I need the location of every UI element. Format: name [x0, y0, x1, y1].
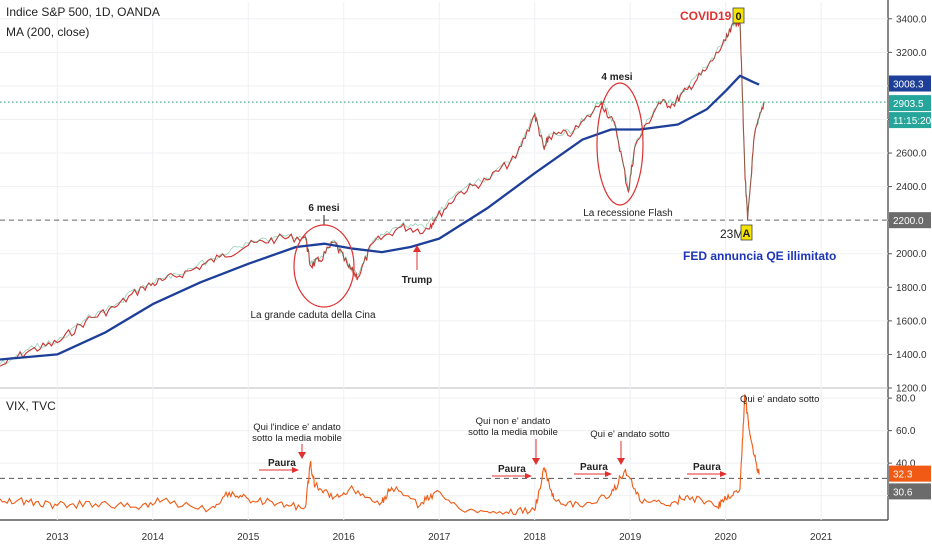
price-y-tick-label: 2000.0	[896, 249, 927, 260]
paura-arrowhead-1	[292, 467, 299, 473]
x-tick-label: 2020	[715, 532, 738, 543]
x-tick-label: 2018	[524, 532, 547, 543]
note-not-below-arrowhead	[532, 458, 540, 465]
label-vix-last: 32.3	[893, 470, 913, 481]
trump-label: Trump	[402, 275, 433, 286]
china-fall-circle	[293, 224, 355, 308]
note-went-below-arrowhead	[617, 458, 625, 465]
fed-label: FED annuncia QE illimitato	[683, 249, 836, 263]
price-y-tick-label: 2400.0	[896, 182, 927, 193]
tick-labels: 2013 2014 2015 2016 2017 2018 2019 2020 2021 1200…	[46, 14, 927, 543]
trump-arrowhead	[413, 245, 421, 252]
label-last-price-bg	[889, 95, 931, 112]
label-ma-value-bg	[889, 75, 931, 92]
note-below-ma-1: Qui l'indice e' andato	[253, 422, 341, 433]
vix-y-tick-label: 40.0	[896, 459, 916, 470]
price-y-tick-label: 1800.0	[896, 283, 927, 294]
x-tick-label: 2016	[333, 532, 356, 543]
paura-label-3: Paura	[580, 462, 608, 473]
x-tick-label: 2021	[810, 532, 833, 543]
vix-title: VIX, TVC	[6, 399, 56, 413]
marker-top-text: 0	[735, 11, 741, 23]
note-went-below: Qui e' andato sotto	[590, 429, 669, 440]
vix-y-tick-label: 80.0	[896, 394, 916, 405]
marker-top-box[interactable]	[732, 7, 745, 24]
price-y-tick-label: 1200.0	[896, 384, 927, 395]
x-tick-label: 2015	[237, 532, 260, 543]
marker-a-text: A	[743, 228, 751, 240]
note-went-below-2: Qui e' andato sotto	[740, 394, 819, 405]
flash-recession-circle	[596, 82, 644, 206]
price-y-tick-label: 3400.0	[896, 14, 927, 25]
paura-label-2: Paura	[498, 464, 526, 475]
six-months-label: 6 mesi	[308, 203, 339, 214]
note-below-ma-arrowhead	[298, 452, 306, 459]
label-ma-value: 3008.3	[893, 80, 924, 91]
covid-label: COVID19	[680, 9, 732, 23]
marker-a-box[interactable]	[740, 224, 753, 241]
note-not-below-1: Qui non e' andato	[476, 416, 551, 427]
paura-label-4: Paura	[693, 462, 721, 473]
annotations-vix: Paura Paura Paura Paura Qui l'indice e' …	[252, 394, 819, 479]
annotations-price: COVID19 0 6 mesi La grande caduta della …	[250, 7, 836, 321]
paura-arrowhead-4	[720, 471, 727, 477]
price-y-tick-label: 3200.0	[896, 48, 927, 59]
flash-recession-label: La recessione Flash	[583, 208, 673, 219]
label-support: 2200.0	[893, 216, 924, 227]
label-vix-ref-bg	[889, 483, 931, 500]
symbol-title: Indice S&P 500, 1D, OANDA	[6, 5, 160, 19]
price-y-tick-label: 1600.0	[896, 316, 927, 327]
label-vix-last-bg	[889, 465, 931, 482]
reference-lines	[0, 101, 888, 479]
label-countdown: 11:15:20	[893, 116, 932, 127]
label-countdown-bg	[889, 112, 931, 129]
m23-label: 23M	[720, 227, 743, 241]
vix-y-tick-label: 60.0	[896, 426, 916, 437]
note-below-ma-2: sotto la media mobile	[252, 433, 342, 444]
paura-arrowhead-3	[605, 471, 612, 477]
price-labels: 3008.3 2903.5 11:15:20 2200.0 32.3 30.6	[889, 75, 932, 500]
note-not-below-2: sotto la media mobile	[468, 427, 558, 438]
label-last-price: 2903.5	[893, 99, 924, 110]
price-y-tick-label: 1400.0	[896, 350, 927, 361]
x-tick-label: 2017	[428, 532, 451, 543]
price-y-tick-label: 2600.0	[896, 149, 927, 160]
china-fall-label: La grande caduta della Cina	[250, 310, 376, 321]
price-line	[0, 16, 765, 367]
vix-line	[0, 394, 760, 516]
x-tick-label: 2014	[142, 532, 165, 543]
price-line-up	[0, 15, 765, 365]
label-support-bg	[889, 212, 931, 229]
x-tick-label: 2019	[619, 532, 642, 543]
paura-label-1: Paura	[268, 458, 296, 469]
paura-arrowhead-2	[525, 473, 532, 479]
four-months-label: 4 mesi	[601, 72, 632, 83]
label-vix-ref: 30.6	[893, 487, 913, 498]
x-tick-label: 2013	[46, 532, 69, 543]
indicator-label: MA (200, close)	[6, 25, 89, 39]
series-layer	[0, 15, 765, 516]
moving-average-line	[0, 74, 760, 361]
